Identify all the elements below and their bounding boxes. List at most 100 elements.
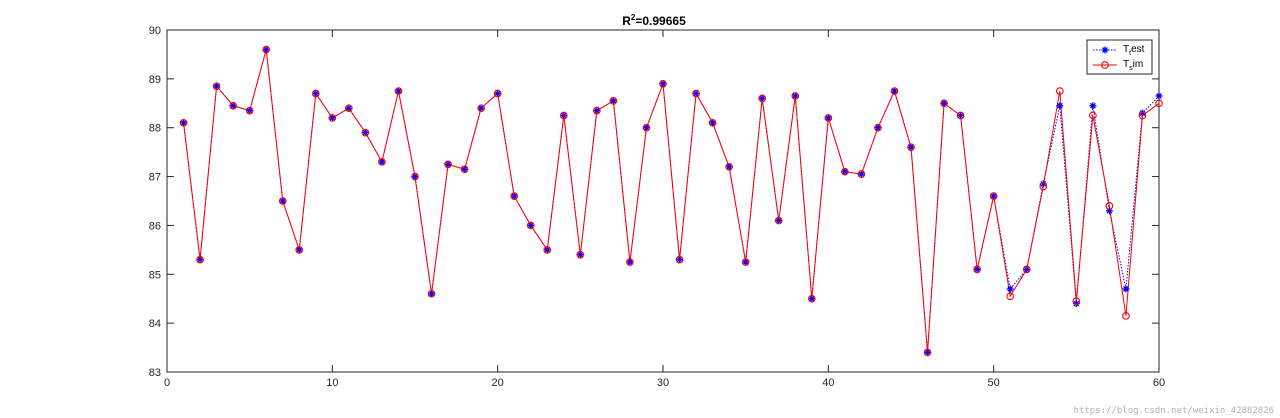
marker-stroke <box>197 256 203 263</box>
marker-stroke <box>379 159 385 165</box>
marker-tsim <box>179 118 188 127</box>
marker-stroke <box>875 124 881 131</box>
marker-tsim <box>311 89 320 98</box>
y-tick-label: 83 <box>149 367 161 379</box>
marker-tsim <box>1006 292 1015 301</box>
marker-stroke <box>693 90 699 97</box>
marker-ttest <box>444 160 452 168</box>
marker-ttest <box>461 165 469 173</box>
x-tick-label: 20 <box>492 377 504 389</box>
marker-tsim <box>262 45 271 54</box>
marker-ttest <box>279 197 287 205</box>
marker-ttest <box>692 90 700 98</box>
marker-stroke <box>726 163 733 170</box>
marker-stroke <box>494 90 501 97</box>
marker-ttest <box>378 158 386 166</box>
marker-stroke <box>1040 180 1047 187</box>
legend: Ttest Tsim <box>1086 39 1153 75</box>
marker-stroke <box>560 112 567 119</box>
marker-ttest <box>411 173 419 181</box>
marker-ttest <box>758 94 766 102</box>
legend-box <box>1086 39 1153 75</box>
marker-stroke <box>527 222 534 229</box>
marker-stroke <box>1139 110 1146 116</box>
marker-tsim <box>774 216 783 225</box>
marker-tsim <box>196 255 204 264</box>
marker-tsim <box>411 172 419 181</box>
marker-ttest <box>924 348 932 356</box>
marker-tsim <box>444 160 452 169</box>
marker-tsim <box>923 348 932 357</box>
marker-tsim <box>874 123 882 132</box>
marker-tsim <box>212 82 221 91</box>
marker-ttest <box>709 119 717 127</box>
marker-stroke <box>461 166 468 173</box>
marker-tsim <box>328 114 337 122</box>
marker-tsim <box>692 89 700 98</box>
marker-tsim <box>1072 297 1081 306</box>
marker-tsim <box>378 158 386 166</box>
marker-ttest <box>1023 265 1031 273</box>
marker-ttest <box>494 90 502 98</box>
y-tick-label: 89 <box>149 74 161 86</box>
marker-tsim <box>659 79 667 88</box>
marker-stroke <box>924 349 931 356</box>
marker-stroke <box>643 124 650 131</box>
marker-ttest <box>593 107 601 115</box>
marker-tsim <box>245 106 254 115</box>
y-tick-label: 90 <box>149 25 161 37</box>
marker-tsim <box>642 123 651 132</box>
marker-ttest <box>576 251 584 259</box>
chart-title-sup: 2 <box>631 13 636 22</box>
x-tick-label: 30 <box>657 377 669 389</box>
marker-ttest <box>874 124 882 132</box>
marker-stroke <box>941 100 947 107</box>
marker-tsim <box>1155 99 1163 108</box>
marker-stroke <box>759 95 766 102</box>
marker-stroke <box>825 115 832 121</box>
marker-ttest <box>626 258 634 266</box>
chart-title-rest: =0.99665 <box>635 14 686 28</box>
marker-tsim <box>526 221 535 230</box>
marker-stroke <box>1023 266 1030 273</box>
marker-tsim <box>1138 111 1147 120</box>
marker-tsim <box>229 101 237 110</box>
marker-stroke <box>660 80 666 87</box>
marker-tsim <box>278 197 287 205</box>
marker-ttest <box>824 114 832 122</box>
marker-ttest <box>262 46 270 54</box>
marker-ttest <box>609 97 617 105</box>
marker-tsim <box>559 111 568 120</box>
marker-tsim <box>956 111 965 120</box>
x-tick-label: 10 <box>326 377 338 389</box>
marker-stroke <box>263 46 270 53</box>
marker-ttest <box>940 99 948 107</box>
marker-tsim <box>427 289 436 298</box>
marker-ttest <box>477 104 485 112</box>
marker-stroke <box>891 88 898 94</box>
marker-ttest <box>808 295 816 303</box>
legend-marker-ttest <box>1101 46 1109 54</box>
marker-tsim <box>890 87 899 95</box>
marker-tsim <box>361 128 370 137</box>
marker-tsim <box>576 250 585 259</box>
marker-ttest <box>510 192 518 200</box>
marker-stroke <box>279 198 286 204</box>
marker-tsim <box>973 265 981 274</box>
legend-label-tsim: Tsim <box>1123 59 1143 72</box>
marker-stroke <box>709 119 716 126</box>
x-tick-label: 40 <box>822 377 834 389</box>
marker-tsim <box>841 167 849 176</box>
marker-ttest <box>361 129 369 137</box>
marker-stroke <box>990 193 997 200</box>
marker-ttest <box>957 112 965 119</box>
marker-ttest <box>394 87 402 95</box>
marker-ttest <box>907 143 915 151</box>
marker-stroke <box>610 97 617 104</box>
marker-tsim <box>907 143 915 152</box>
marker-tsim <box>725 162 733 171</box>
chart-title-base: R <box>622 14 631 28</box>
marker-stroke <box>395 88 402 94</box>
marker-stroke <box>296 246 303 253</box>
marker-stroke <box>974 266 981 273</box>
